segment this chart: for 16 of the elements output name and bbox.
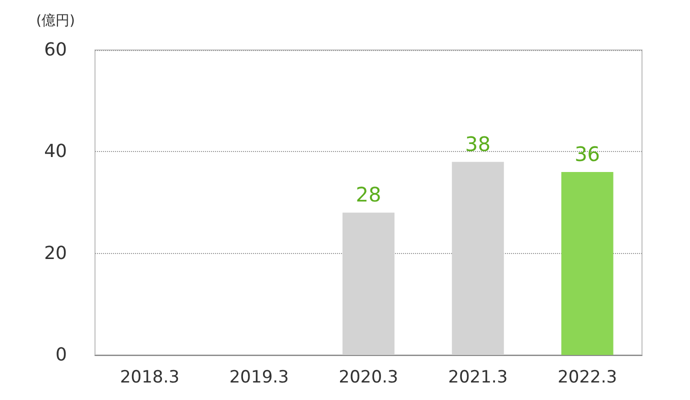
y-tick-label: 40 [44, 141, 67, 162]
x-tick-label: 2022.3 [558, 368, 618, 388]
bar [342, 212, 394, 355]
y-tick-label: 0 [56, 344, 67, 366]
bar [452, 162, 504, 355]
y-tick-label: 20 [44, 242, 67, 264]
y-tick-label: 60 [44, 40, 67, 60]
y-axis-title: (億円) [36, 13, 75, 29]
x-tick-label: 2021.3 [448, 368, 508, 388]
x-tick-label: 2018.3 [120, 368, 180, 388]
data-label: 36 [574, 142, 600, 166]
bar [561, 172, 614, 355]
x-tick-label: 2019.3 [229, 368, 289, 388]
x-tick-label: 2020.3 [338, 368, 398, 388]
data-label: 28 [356, 182, 382, 207]
data-label: 38 [465, 132, 491, 156]
